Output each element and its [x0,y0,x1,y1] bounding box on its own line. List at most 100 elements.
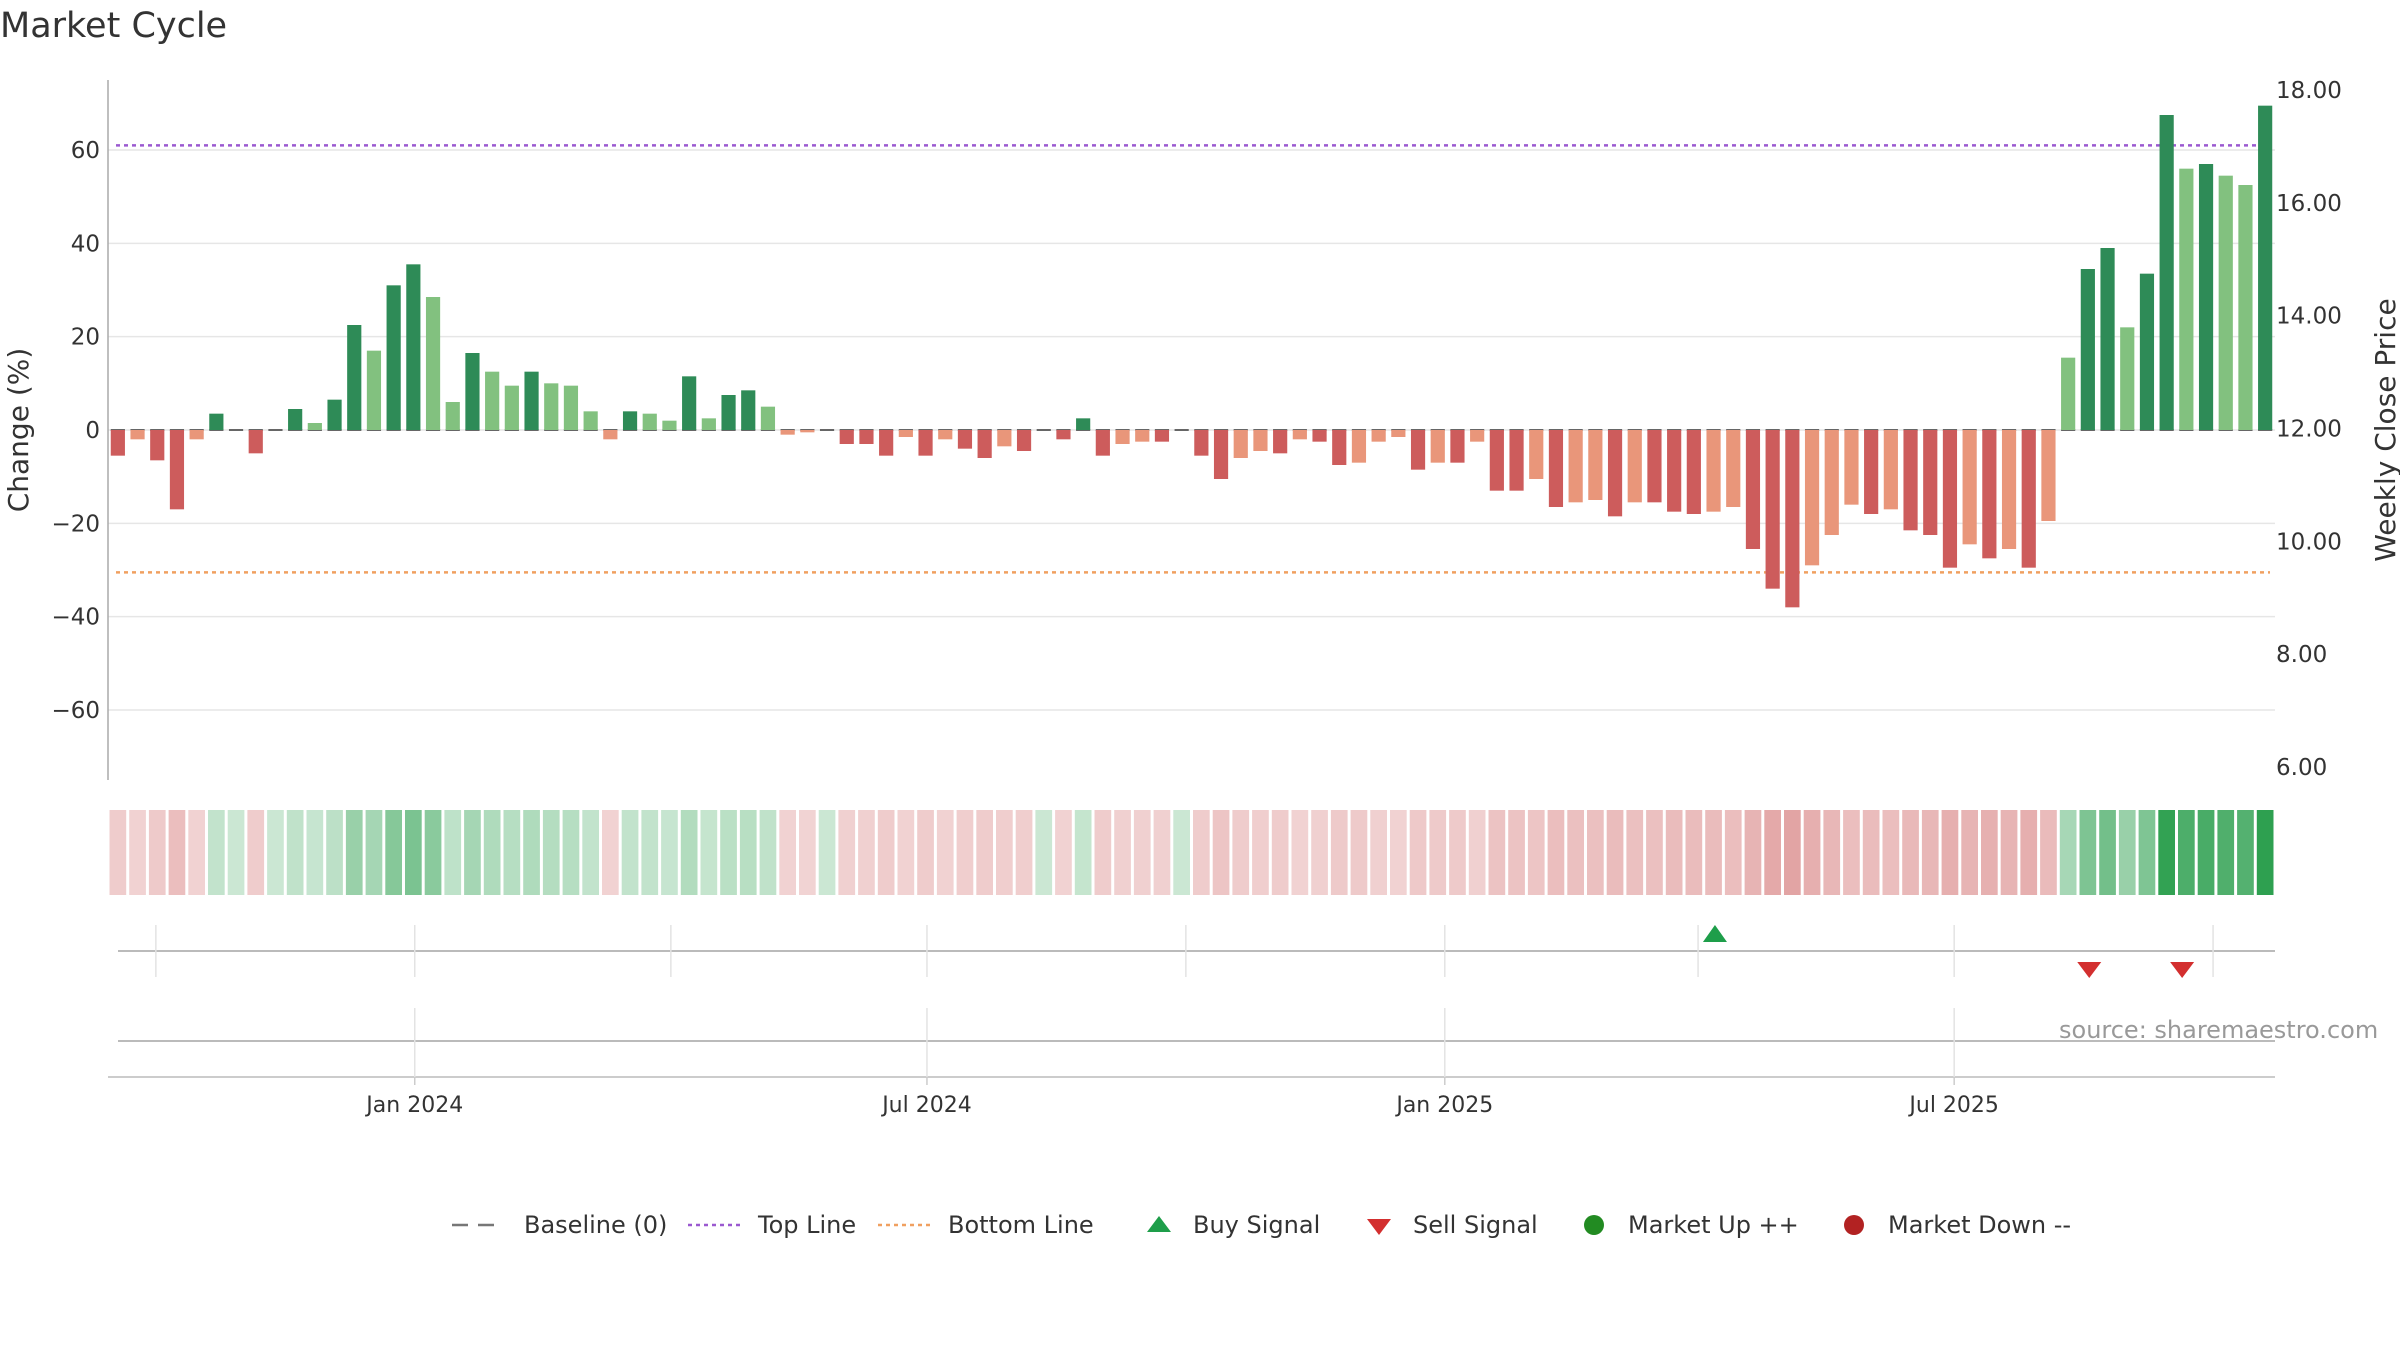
heat-cell [168,810,186,895]
heat-cell [1291,810,1309,895]
heat-cell [365,810,383,895]
bar [721,395,736,430]
heat-cell [877,810,895,895]
bar [1982,430,1997,559]
heat-cell [523,810,540,895]
right-tick-label: 10.00 [2276,529,2342,555]
bar [248,430,263,454]
heat-cell [936,810,954,895]
legend-label: Market Down -- [1888,1211,2071,1239]
heat-cell [720,810,737,895]
heat-cell [129,810,146,895]
left-tick-label: 60 [71,138,100,164]
left-tick-label: 0 [85,418,100,444]
bar [2041,430,2056,521]
bar [662,420,677,430]
heat-cell [641,810,659,895]
bar [1489,430,1504,491]
heat-cell [779,810,796,895]
bar [938,430,953,440]
bar [1430,430,1445,463]
left-tick-label: −40 [51,605,100,631]
heat-cell [2020,810,2038,895]
bar [1371,430,1386,442]
date-tick-label: Jul 2025 [1907,1093,1999,1118]
heat-cell [976,810,993,895]
heat-cell [503,810,521,895]
heat-cell [1370,810,1387,895]
bar [898,430,913,437]
bar [2238,185,2253,430]
heat-cell [2079,810,2097,895]
heat-cell [562,810,580,895]
heat-cell [1074,810,1092,895]
bar [1253,430,1268,451]
bar [1194,430,1209,456]
bar [2021,430,2036,568]
heat-cell [1705,810,1722,895]
heat-cell [759,810,777,895]
bar [1804,430,1820,566]
bar [386,285,401,430]
bar [2100,248,2115,430]
heat-cell [2256,810,2274,895]
right-tick-label: 18.00 [2276,78,2342,104]
bar [977,430,992,458]
bar [622,411,638,430]
heat-cell [464,810,481,895]
heat-cell [838,810,856,895]
heat-cell [1764,810,1781,895]
legend-item: Bottom Line [878,1211,1094,1239]
source-note: source: sharemaestro.com [2059,1016,2379,1044]
heat-cell [1330,810,1348,895]
heat-cell [542,810,560,895]
legend-label: Market Up ++ [1628,1211,1799,1239]
bar [957,430,973,449]
bar [800,430,815,433]
bar [2159,115,2174,430]
heat-cell [1468,810,1486,895]
bar [1154,430,1170,442]
heat-cell [2158,810,2175,895]
legend-item: Buy Signal [1147,1211,1320,1239]
date-tick-label: Jul 2024 [880,1093,972,1118]
heat-cell [405,810,422,895]
bar [1765,430,1780,589]
bar [1686,430,1701,514]
bar [1568,430,1583,503]
bar [1450,430,1465,463]
bar [1233,430,1248,458]
bar [780,430,795,435]
heat-cell [1232,810,1250,895]
bar [2001,430,2017,549]
legend-label: Sell Signal [1413,1211,1538,1239]
bar [504,385,519,430]
bar [406,264,421,430]
heat-cell [621,810,639,895]
heat-cell [227,810,245,895]
bar [1391,430,1406,437]
heat-cell [1252,810,1269,895]
bar [2061,357,2076,430]
heat-cell [1449,810,1466,895]
heat-cell [1902,810,1919,895]
bar [485,371,500,430]
heat-cell [306,810,324,895]
bar [189,430,204,440]
heat-cell [1508,810,1525,895]
bar [327,399,342,430]
heat-cell [326,810,343,895]
bar [879,430,894,456]
bar [150,430,165,461]
date-tick-label: Jan 2025 [1394,1093,1493,1118]
right-tick-label: 8.00 [2276,642,2327,668]
date-axis: Jan 2024 Jul 2024 Jan 2025 Jul 2025 [364,1077,1999,1118]
bar [1647,430,1662,503]
heat-cell [1173,810,1190,895]
heat-cell [1646,810,1663,895]
heat-cell [2099,810,2116,895]
bar [1883,430,1898,510]
legend-label: Buy Signal [1193,1211,1320,1239]
bar [1076,418,1091,430]
